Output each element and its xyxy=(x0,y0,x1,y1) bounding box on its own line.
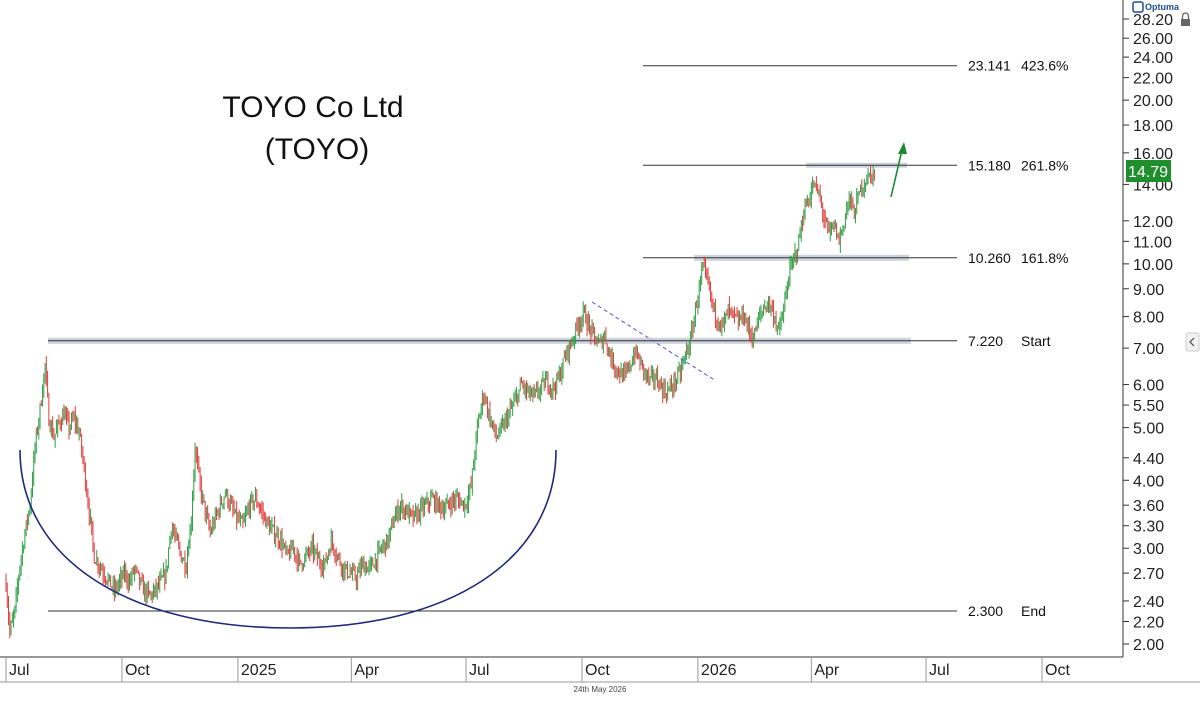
fib-level-value: 23.141 xyxy=(968,58,1011,74)
collapse-panel-icon[interactable] xyxy=(1185,332,1200,352)
y-tick-label: 26.00 xyxy=(1133,31,1173,48)
cup-arc xyxy=(19,449,557,629)
x-tick-label: Oct xyxy=(1045,662,1070,679)
chart-title-line1: TOYO Co Ltd xyxy=(222,91,403,124)
x-tick-label: Oct xyxy=(125,662,150,679)
y-tick-label: 3.00 xyxy=(1133,541,1164,558)
y-tick-label: 5.50 xyxy=(1133,398,1164,415)
lock-icon[interactable] xyxy=(1181,12,1190,26)
y-tick-label: 6.00 xyxy=(1133,378,1164,395)
y-tick-label: 4.00 xyxy=(1133,473,1164,490)
y-tick-label: 2.00 xyxy=(1133,637,1164,654)
y-tick-label: 10.00 xyxy=(1133,257,1173,274)
x-tick-label: Jul xyxy=(469,662,489,679)
fib-level-value: 2.300 xyxy=(968,603,1003,619)
fib-levels: 23.141 423.6% 15.180 261.8% 10.260 161.8% 7.22… xyxy=(48,58,1068,619)
y-tick-label: 22.00 xyxy=(1133,71,1173,88)
logo-text: Optuma xyxy=(1145,2,1180,12)
y-tick-label: 2.70 xyxy=(1133,566,1164,583)
last-price-value: 14.79 xyxy=(1128,164,1168,181)
x-tick-label: Apr xyxy=(814,662,840,679)
x-tick-label: Jul xyxy=(9,662,29,679)
x-tick-label: Oct xyxy=(585,662,610,679)
fib-level-pct: 161.8% xyxy=(1021,250,1068,266)
optuma-logo: Optuma xyxy=(1132,1,1180,13)
y-tick-label: 8.00 xyxy=(1133,310,1164,327)
y-tick-label: 12.00 xyxy=(1133,214,1173,231)
downtrend-line xyxy=(591,301,717,382)
fib-level-value: 10.260 xyxy=(968,250,1011,266)
x-axis-ticks: Jul Oct 2025 Apr Jul Oct 2026 Apr Jul Oct xyxy=(5,657,1070,682)
y-tick-label: 2.20 xyxy=(1133,614,1164,631)
price-bars xyxy=(5,164,875,638)
x-tick-label: Jul xyxy=(929,662,949,679)
y-tick-label: 18.00 xyxy=(1133,118,1173,135)
y-tick-label: 4.40 xyxy=(1133,451,1164,468)
y-tick-label: 11.00 xyxy=(1133,234,1172,251)
y-tick-label: 28.20 xyxy=(1133,12,1173,29)
y-tick-label: 3.30 xyxy=(1133,519,1164,536)
chart-title-line2: (TOYO) xyxy=(265,133,369,166)
fib-level-pct: 261.8% xyxy=(1021,157,1068,173)
y-tick-label: 16.00 xyxy=(1133,146,1173,163)
y-tick-label: 3.60 xyxy=(1133,498,1164,515)
up-arrow xyxy=(890,142,907,198)
footer-date: 24th May 2026 xyxy=(574,685,627,694)
x-tick-label: 2025 xyxy=(241,662,277,679)
y-tick-label: 20.00 xyxy=(1133,93,1173,110)
y-tick-label: 5.00 xyxy=(1133,421,1164,438)
fib-level-pct: 423.6% xyxy=(1021,58,1068,74)
y-tick-label: 24.00 xyxy=(1133,50,1173,67)
y-tick-label: 7.00 xyxy=(1133,341,1164,358)
x-tick-label: 2026 xyxy=(701,662,737,679)
fib-level-pct: Start xyxy=(1021,333,1051,349)
y-tick-label: 9.00 xyxy=(1133,282,1164,299)
fib-level-value: 7.220 xyxy=(968,333,1003,349)
x-tick-label: Apr xyxy=(354,662,380,679)
last-price-tag: 14.79 xyxy=(1126,160,1171,182)
y-tick-label: 2.40 xyxy=(1133,594,1164,611)
fib-level-pct: End xyxy=(1021,603,1046,619)
fib-level-value: 15.180 xyxy=(968,157,1011,173)
